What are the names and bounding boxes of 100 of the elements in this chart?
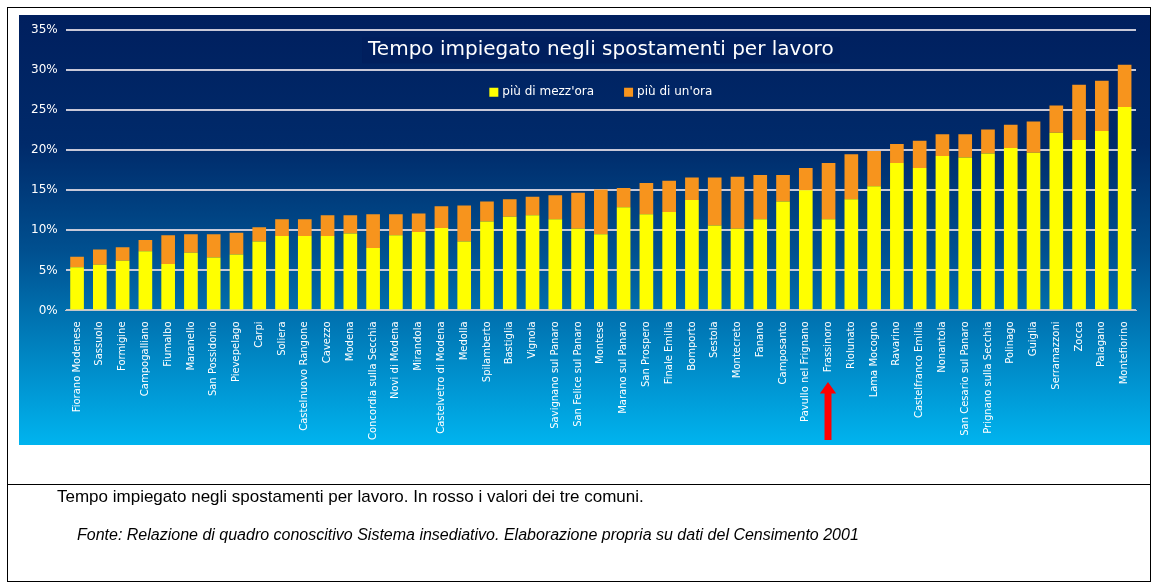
bar — [821, 163, 836, 220]
x-tick-label: Ravarino — [890, 321, 902, 366]
bar — [639, 214, 654, 310]
bar — [1117, 64, 1132, 108]
legend-label: più di mezz'ora — [502, 84, 595, 99]
x-tick-label: Lama Mocogno — [867, 321, 879, 398]
bar — [70, 256, 84, 268]
bar — [206, 257, 221, 310]
x-tick-label: Fiorano Modenese — [70, 321, 82, 413]
bar — [389, 214, 403, 236]
bar — [1117, 107, 1132, 310]
x-tick-label: Spilamberto — [480, 321, 492, 383]
x-tick-label: Campogalliano — [138, 321, 150, 397]
bar — [297, 235, 312, 310]
bar — [844, 199, 859, 310]
bar — [594, 189, 608, 235]
bar — [343, 215, 358, 234]
bar — [867, 186, 881, 310]
bar — [252, 227, 267, 242]
x-tick-label: San Possidonio — [207, 321, 219, 397]
bar — [1003, 124, 1018, 148]
x-tick-label: Finale Emilia — [662, 321, 674, 385]
x-tick-label: Montecreto — [731, 321, 743, 379]
bar — [912, 167, 927, 310]
bar — [685, 199, 699, 310]
bar — [138, 251, 153, 310]
bar — [890, 163, 904, 310]
bar — [571, 228, 585, 310]
bar — [1072, 139, 1086, 310]
x-tick-label: Formigine — [116, 321, 128, 372]
x-tick-label: Pievepelago — [230, 321, 242, 383]
x-tick-label: Carpi — [252, 321, 264, 348]
bar — [935, 134, 950, 156]
x-tick-label: Modena — [343, 321, 355, 362]
bar — [912, 140, 927, 168]
y-tick-label: 35% — [31, 22, 58, 37]
x-tick-label: San Felice sul Panaro — [571, 321, 583, 427]
y-tick-label: 25% — [31, 102, 58, 117]
y-tick-label: 30% — [31, 62, 58, 77]
bar — [867, 151, 881, 187]
bar — [1072, 84, 1086, 140]
bar — [434, 227, 449, 310]
x-tick-label: Medolla — [457, 321, 469, 361]
x-tick-label: Nonantola — [936, 321, 948, 373]
x-tick-label: Maranello — [184, 321, 196, 371]
y-tick-label: 15% — [31, 182, 58, 197]
bar — [297, 219, 312, 236]
source-note: Fonte: Relazione di quadro conoscitivo Sistema insediativo. Elaborazione propria su dati del Censimento 2001 — [77, 525, 860, 545]
x-tick-label: Bastiglia — [503, 321, 515, 365]
bar — [502, 199, 517, 217]
x-tick-label: Montefiorino — [1118, 321, 1130, 385]
bar — [958, 134, 973, 158]
x-tick-label: Guiglia — [1027, 321, 1039, 357]
x-tick-label: Fanano — [753, 321, 765, 358]
chart-title: Tempo impiegato negli spostamenti per lavoro — [367, 36, 834, 61]
bar — [275, 219, 289, 236]
x-tick-label: Castelfranco Emilia — [913, 321, 925, 419]
bar — [366, 214, 380, 248]
bar — [548, 219, 563, 310]
x-tick-label: Sassuolo — [93, 321, 105, 366]
bar — [730, 176, 745, 229]
bar — [1095, 131, 1109, 310]
bar — [525, 215, 540, 310]
legend-label: più di un'ora — [637, 84, 713, 99]
x-tick-label: San Cesario sul Panaro — [958, 321, 970, 436]
bar — [616, 187, 631, 208]
x-tick-label: Prignano sulla Secchia — [981, 321, 993, 434]
bar — [434, 206, 449, 228]
bar — [981, 153, 995, 310]
bar — [1049, 105, 1064, 133]
bar — [93, 264, 107, 310]
bar — [685, 177, 699, 200]
bar — [502, 216, 517, 310]
bar — [844, 154, 859, 200]
x-tick-label: Polinago — [1004, 321, 1016, 364]
bar — [753, 175, 768, 220]
bar — [161, 263, 175, 310]
bar — [184, 234, 198, 253]
text: Tempo impiegato negli spostamenti per lavoro. In rosso i valori dei tre comuni. — [57, 487, 644, 507]
bar — [457, 241, 472, 310]
y-tick-label: 10% — [31, 222, 58, 237]
bar — [1026, 152, 1041, 310]
bar — [935, 155, 950, 310]
bar — [798, 190, 813, 310]
x-tick-label: Castelnuovo Rangone — [298, 321, 310, 431]
bar — [480, 221, 494, 310]
bar — [389, 235, 403, 310]
bar — [320, 235, 335, 310]
x-tick-label: Camposanto — [776, 321, 788, 385]
x-tick-label: Riolunato — [844, 321, 856, 369]
x-tick-label: Pavullo nel Frignano — [799, 321, 811, 422]
bar — [571, 192, 585, 229]
bar — [776, 175, 790, 202]
bar — [161, 235, 175, 264]
bar — [115, 260, 130, 310]
y-tick-label: 5% — [38, 262, 58, 277]
bar — [206, 234, 221, 258]
x-tick-label: Savignano sul Panaro — [548, 321, 560, 429]
bar — [366, 247, 380, 310]
x-tick-label: Vignola — [526, 321, 538, 359]
